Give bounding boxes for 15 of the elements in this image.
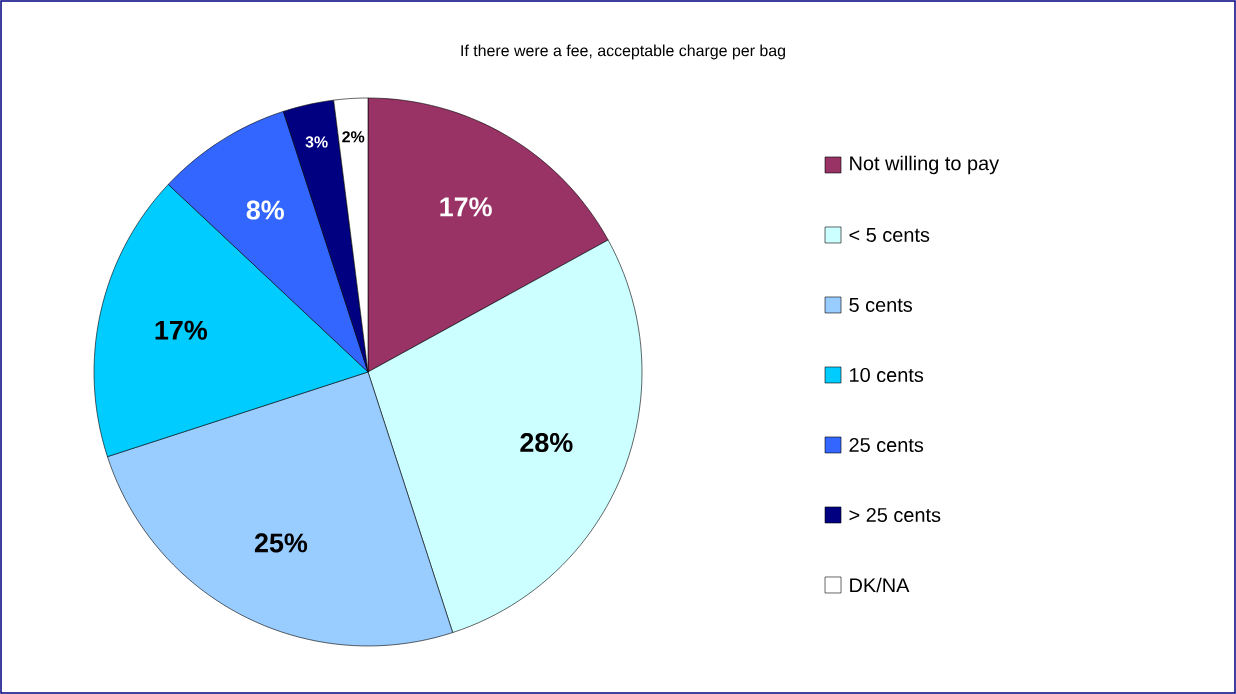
data-label: 17% <box>440 197 492 217</box>
data-label: 28% <box>520 433 573 453</box>
legend-label: Not willing to pay <box>850 155 1000 175</box>
data-label: 25% <box>254 533 308 553</box>
legend-label: < 5 cents <box>849 228 930 242</box>
legend-label: 5 cents <box>849 298 913 312</box>
legend-label: 10 cents <box>850 367 924 383</box>
data-label: 3% <box>305 136 328 148</box>
data-label: 8% <box>246 200 284 220</box>
data-label: 2% <box>342 131 365 143</box>
legend-label: DK/NA <box>850 577 910 593</box>
data-label: 17% <box>155 320 208 340</box>
chart-title: If there were a fee, acceptable charge per bag <box>461 44 785 60</box>
legend-label: 25 cents <box>849 437 924 453</box>
legend-label: > 25 cents <box>849 507 941 523</box>
